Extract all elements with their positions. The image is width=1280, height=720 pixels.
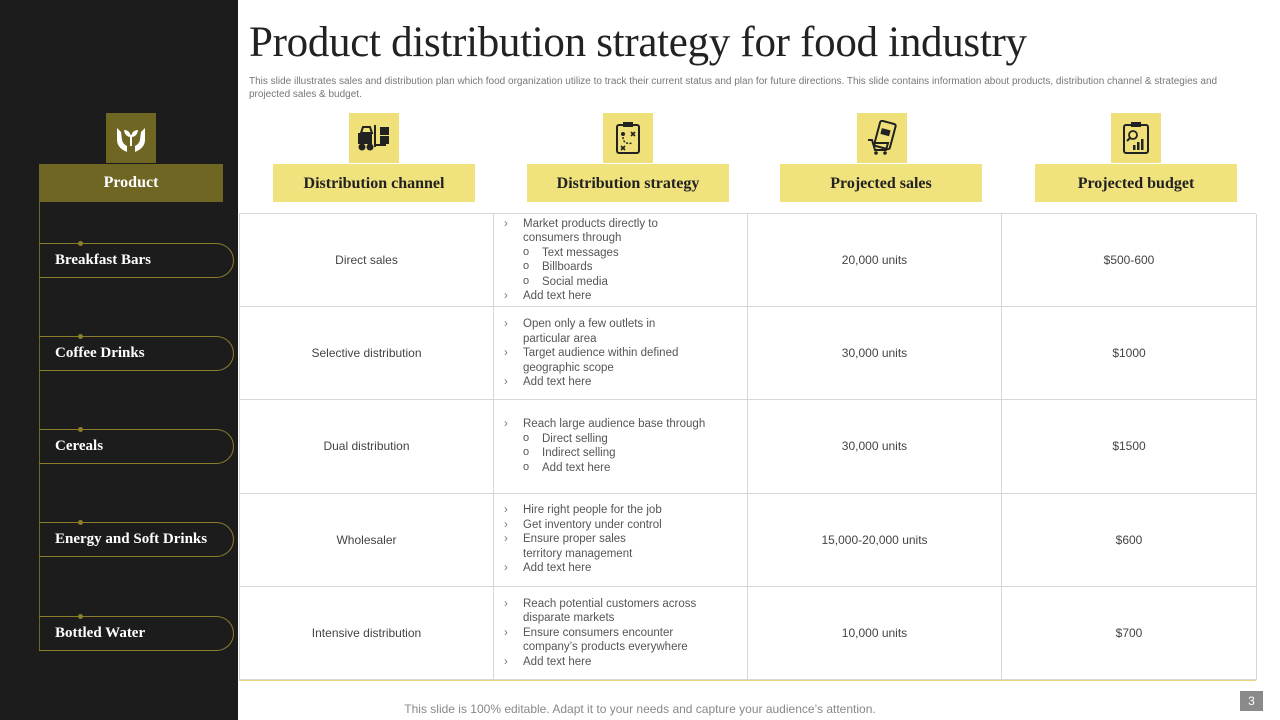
table-bottom-accent — [239, 680, 1256, 681]
strategy-cell: Reach large audience base throughDirect … — [494, 400, 748, 494]
channel-cell: Selective distribution — [240, 307, 494, 401]
budget-cell: $600 — [1002, 493, 1257, 587]
sales-cell: 20,000 units — [748, 214, 1002, 308]
strategy-point: Add text here — [503, 375, 678, 390]
forklift-icon — [349, 113, 399, 163]
strategy-list: Reach potential customers acrossdisparat… — [503, 597, 696, 670]
strategy-point: Text messages — [503, 245, 658, 261]
page-number: 3 — [1240, 691, 1263, 711]
sales-cell: 10,000 units — [748, 586, 1002, 680]
channel-cell: Intensive distribution — [240, 586, 494, 680]
budget-cell: $1500 — [1002, 400, 1257, 494]
channel-cell: Dual distribution — [240, 400, 494, 494]
strategy-point: Market products directly to — [503, 217, 658, 232]
header-distribution-strategy: Distribution strategy — [527, 164, 729, 202]
strategy-list: Hire right people for the jobGet invento… — [503, 503, 662, 576]
strategy-point: geographic scope — [523, 361, 614, 374]
strategy-point: Ensure consumers encounter — [503, 626, 696, 641]
mobile-cart-icon — [857, 113, 907, 163]
hands-plant-icon — [106, 113, 156, 163]
header-projected-sales: Projected sales — [780, 164, 982, 202]
product-breakfast-bars: Breakfast Bars — [39, 243, 234, 278]
strategy-point: Direct selling — [503, 431, 705, 447]
strategy-point: consumers through — [523, 232, 622, 245]
product-bottled-water: Bottled Water — [39, 616, 234, 651]
strategy-point: Open only a few outlets in — [503, 317, 678, 332]
header-projected-budget: Projected budget — [1035, 164, 1237, 202]
budget-cell: $700 — [1002, 586, 1257, 680]
strategy-list: Reach large audience base throughDirect … — [503, 417, 705, 475]
strategy-point: particular area — [523, 332, 597, 345]
footer-note: This slide is 100% editable. Adapt it to… — [404, 702, 876, 716]
sales-cell: 30,000 units — [748, 307, 1002, 401]
channel-cell: Wholesaler — [240, 493, 494, 587]
product-connector-line — [39, 202, 40, 651]
header-distribution-channel: Distribution channel — [273, 164, 475, 202]
strategy-point: Ensure proper sales — [503, 532, 662, 547]
strategy-point: Hire right people for the job — [503, 503, 662, 518]
strategy-point: Billboards — [503, 259, 658, 275]
strategy-point: Add text here — [503, 460, 705, 476]
sales-cell: 30,000 units — [748, 400, 1002, 494]
page-subtitle: This slide illustrates sales and distrib… — [249, 76, 1218, 100]
strategy-point: Target audience within defined — [503, 346, 678, 361]
strategy-cell: Reach potential customers acrossdisparat… — [494, 586, 748, 680]
strategy-point: territory management — [523, 547, 633, 560]
strategy-point: disparate markets — [523, 612, 615, 625]
strategy-point: Add text here — [503, 655, 696, 670]
distribution-table: Direct salesMarket products directly toc… — [239, 213, 1257, 680]
strategy-point: Indirect selling — [503, 446, 705, 461]
product-header: Product — [39, 164, 223, 202]
strategy-point: Add text here — [503, 289, 658, 304]
strategy-point: Add text here — [503, 561, 662, 576]
page-title: Product distribution strategy for food i… — [249, 19, 1027, 66]
channel-cell: Direct sales — [240, 214, 494, 308]
strategy-point: Get inventory under control — [503, 518, 662, 533]
budget-cell: $1000 — [1002, 307, 1257, 401]
product-energy-soft-drinks: Energy and Soft Drinks — [39, 522, 234, 557]
strategy-point: company’s products everywhere — [523, 641, 688, 654]
sales-cell: 15,000-20,000 units — [748, 493, 1002, 587]
product-cereals: Cereals — [39, 429, 234, 464]
budget-cell: $500-600 — [1002, 214, 1257, 308]
strategy-point: Social media — [503, 274, 658, 290]
clipboard-chart-icon — [1111, 113, 1161, 163]
product-coffee-drinks: Coffee Drinks — [39, 336, 234, 371]
strategy-board-icon — [603, 113, 653, 163]
strategy-point: Reach large audience base through — [503, 417, 705, 432]
strategy-cell: Hire right people for the jobGet invento… — [494, 493, 748, 587]
strategy-point: Reach potential customers across — [503, 597, 696, 612]
